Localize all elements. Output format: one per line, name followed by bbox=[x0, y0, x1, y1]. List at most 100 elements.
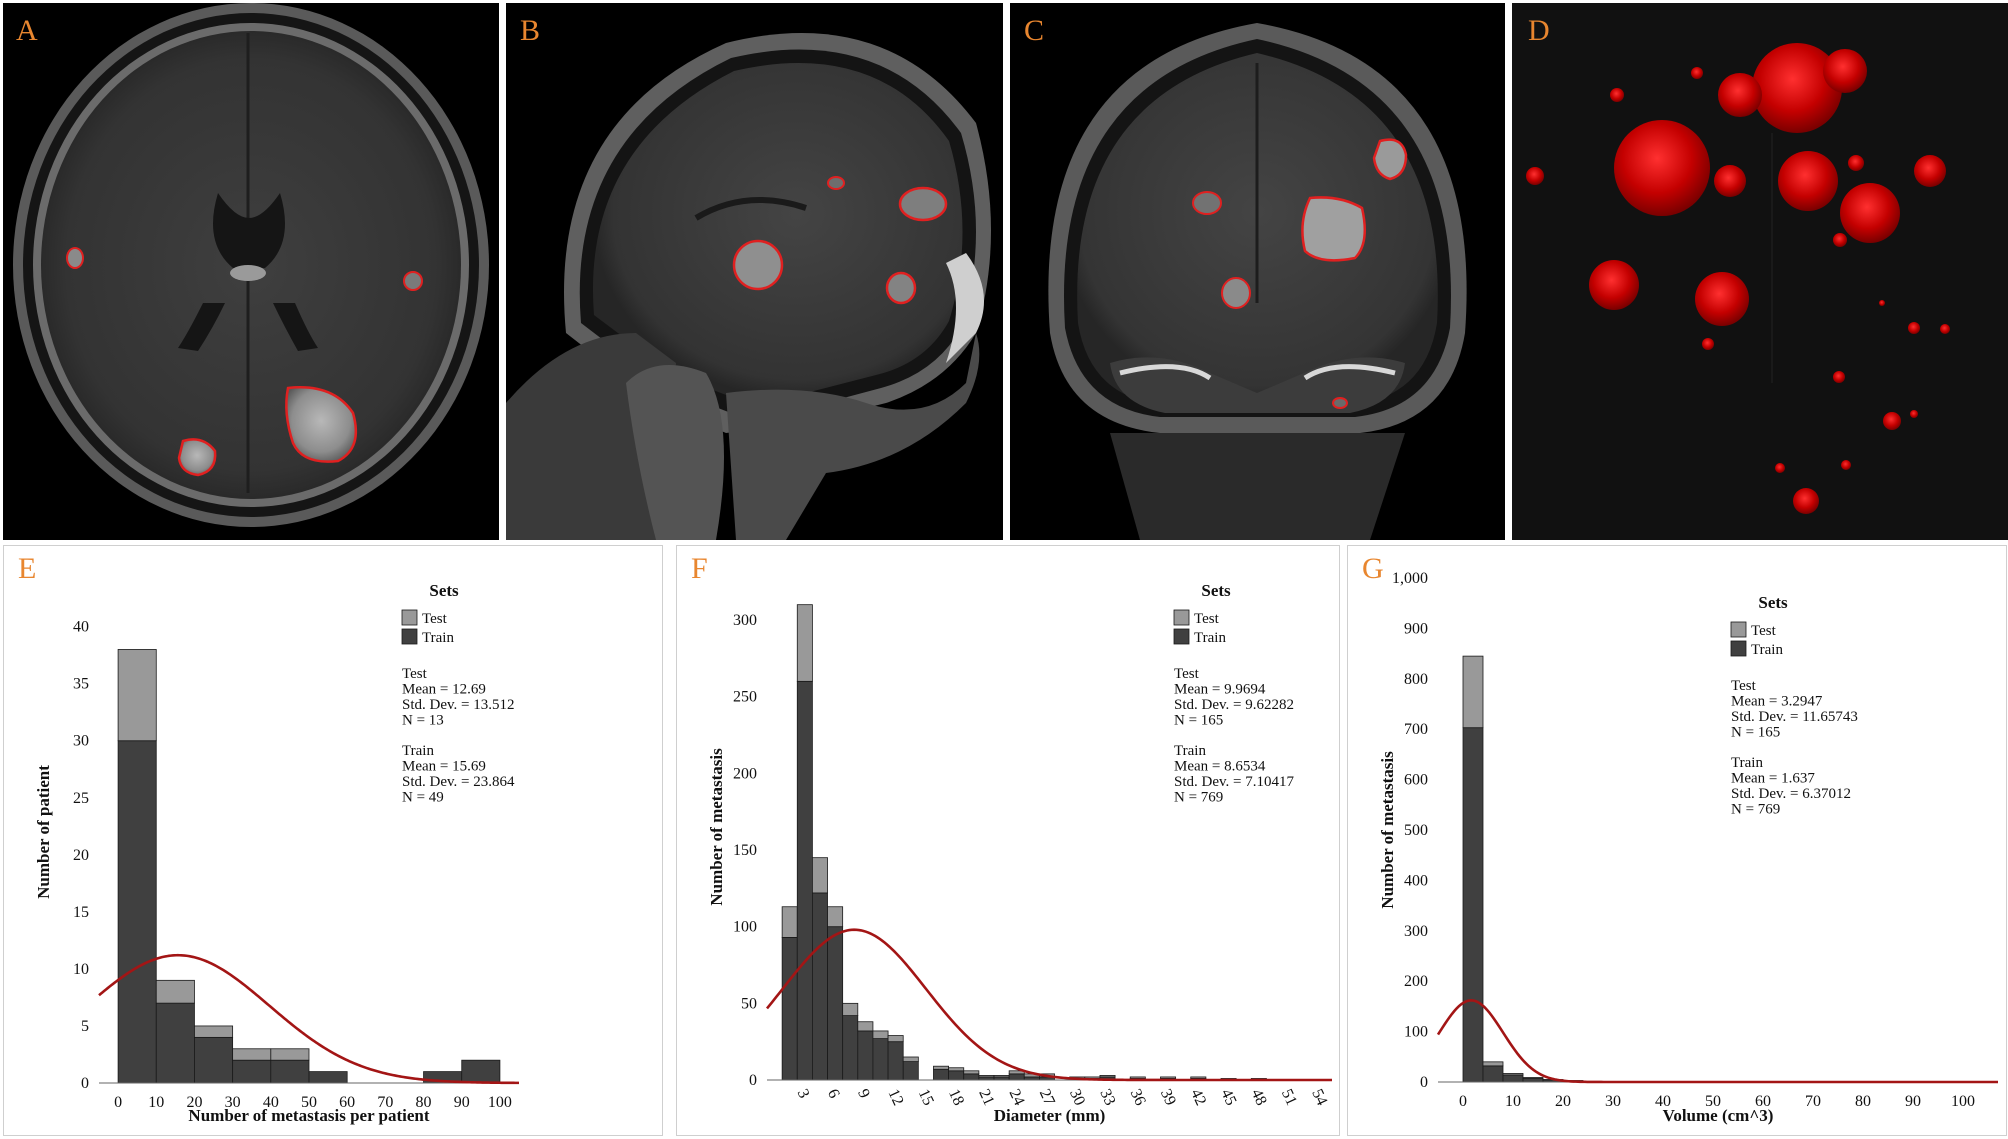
y-tick-label: 1,000 bbox=[1392, 570, 1428, 587]
x-tick-label: 12 bbox=[884, 1087, 906, 1109]
stats-train-line: Train bbox=[1731, 755, 1763, 771]
mri-axial-image bbox=[13, 3, 489, 527]
stats-test-line: N = 165 bbox=[1731, 725, 1780, 741]
x-tick-label: 20 bbox=[186, 1094, 202, 1111]
bar-train bbox=[902, 1061, 919, 1081]
stats-test-line: Std. Dev. = 13.512 bbox=[402, 697, 515, 713]
bar-train bbox=[796, 680, 813, 1081]
y-tick-label: 800 bbox=[1404, 671, 1428, 688]
panel-label-b: B bbox=[520, 14, 541, 47]
x-tick-label: 0 bbox=[1459, 1093, 1467, 1110]
bar-test bbox=[796, 604, 813, 682]
y-tick-label: 50 bbox=[741, 995, 757, 1012]
mri-axial-panel bbox=[3, 3, 499, 540]
x-tick-label: 10 bbox=[1505, 1093, 1521, 1110]
bar-test bbox=[781, 906, 798, 938]
y-tick-label: 10 bbox=[73, 961, 89, 978]
x-tick-label: 54 bbox=[1308, 1087, 1330, 1109]
y-tick-label: 400 bbox=[1404, 872, 1428, 889]
stats-train-line: N = 769 bbox=[1731, 802, 1780, 818]
panel-label-f: F bbox=[691, 552, 708, 585]
bar-test bbox=[270, 1048, 310, 1061]
legend-swatch-train bbox=[1730, 640, 1747, 657]
legend-swatch-test bbox=[401, 609, 418, 626]
legend-swatch-test bbox=[1173, 609, 1190, 626]
y-tick-label: 0 bbox=[81, 1075, 89, 1092]
normal-curve bbox=[98, 953, 519, 1085]
bar-test bbox=[812, 857, 828, 894]
x-tick-label: 90 bbox=[1905, 1093, 1921, 1110]
bar-train bbox=[887, 1041, 904, 1081]
y-tick-label: 35 bbox=[73, 676, 89, 693]
panel-label-a: A bbox=[16, 14, 38, 47]
y-axis-title: Number of metastasis bbox=[1378, 751, 1397, 909]
histogram-volume-chart: G 0 100 200 300 400 500 600 700 800 900 1,000 0 10 20 3… bbox=[1347, 545, 2007, 1136]
x-tick-label: 6 bbox=[824, 1087, 843, 1101]
x-tick-label: 18 bbox=[945, 1087, 967, 1109]
bar-train bbox=[827, 926, 844, 1081]
bar-test bbox=[872, 1030, 889, 1039]
x-tick-label: 51 bbox=[1278, 1087, 1300, 1109]
x-tick-label: 42 bbox=[1187, 1087, 1209, 1109]
bar-train bbox=[948, 1070, 965, 1081]
bar-train bbox=[963, 1073, 980, 1081]
legend-title: Sets bbox=[429, 581, 459, 600]
stats-test-line: Mean = 9.9694 bbox=[1174, 682, 1266, 698]
y-tick-label: 200 bbox=[733, 765, 757, 782]
bar-train bbox=[1522, 1078, 1544, 1083]
y-tick-label: 900 bbox=[1404, 620, 1428, 637]
y-tick-label: 25 bbox=[73, 790, 89, 807]
x-tick-label: 15 bbox=[915, 1087, 937, 1109]
x-tick-label: 50 bbox=[1705, 1093, 1721, 1110]
bar-test bbox=[902, 1056, 919, 1062]
y-tick-label: 200 bbox=[1404, 973, 1428, 990]
legend-label-train: Train bbox=[1751, 642, 1783, 658]
bar-train bbox=[308, 1071, 348, 1084]
render-3d-panel bbox=[1512, 3, 2008, 540]
x-tick-label: 3 bbox=[794, 1087, 813, 1101]
x-tick-label: 70 bbox=[377, 1094, 393, 1111]
stats-train-line: Train bbox=[402, 743, 434, 759]
bar-train bbox=[232, 1059, 272, 1084]
bar-test bbox=[1160, 1076, 1177, 1079]
bar-train bbox=[812, 892, 828, 1081]
bar-train bbox=[933, 1068, 950, 1081]
bar-test bbox=[933, 1065, 950, 1070]
x-tick-label: 30 bbox=[225, 1094, 241, 1111]
bar-train bbox=[270, 1059, 310, 1084]
x-tick-label: 30 bbox=[1605, 1093, 1621, 1110]
mri-coronal-image bbox=[1048, 23, 1467, 540]
bar-train bbox=[155, 1002, 195, 1084]
y-tick-label: 0 bbox=[1420, 1074, 1428, 1091]
bar-test bbox=[1190, 1076, 1207, 1079]
bar-train bbox=[1462, 727, 1484, 1083]
render-3d-lesions bbox=[1526, 43, 1950, 514]
stats-test-line: Test bbox=[402, 666, 428, 682]
stats-train-line: Train bbox=[1174, 743, 1206, 759]
legend-label-test: Test bbox=[1194, 611, 1220, 627]
stats-test-line: Std. Dev. = 9.62282 bbox=[1174, 697, 1294, 713]
bar-test bbox=[948, 1067, 965, 1072]
y-tick-label: 5 bbox=[81, 1018, 89, 1035]
bar-test bbox=[1099, 1075, 1116, 1078]
x-tick-label: 40 bbox=[1655, 1093, 1671, 1110]
y-tick-label: 0 bbox=[749, 1072, 757, 1089]
y-tick-label: 100 bbox=[1404, 1024, 1428, 1041]
x-tick-label: 20 bbox=[1555, 1093, 1571, 1110]
x-tick-label: 48 bbox=[1248, 1087, 1270, 1109]
normal-curve bbox=[765, 928, 1332, 1082]
histogram-patients-svg: E 0 5 10 15 20 25 30 35 40 0 10 20 30 40 50 60 70 80 90 100 N… bbox=[18, 552, 519, 1125]
stats-train-line: Std. Dev. = 23.864 bbox=[402, 774, 515, 790]
x-tick-label: 0 bbox=[114, 1094, 122, 1111]
mri-coronal-panel bbox=[1010, 3, 1505, 540]
stats-test-line: Std. Dev. = 11.65743 bbox=[1731, 709, 1858, 725]
bar-test bbox=[842, 1002, 859, 1017]
bar-test bbox=[887, 1035, 904, 1043]
stats-train-line: Mean = 1.637 bbox=[1731, 771, 1815, 787]
stats-train-line: Std. Dev. = 6.37012 bbox=[1731, 786, 1851, 802]
y-axis-title: Number of metastasis bbox=[707, 748, 726, 906]
bar-test bbox=[978, 1075, 995, 1078]
bar-train bbox=[857, 1030, 874, 1081]
stats-test-line: Test bbox=[1731, 678, 1757, 694]
